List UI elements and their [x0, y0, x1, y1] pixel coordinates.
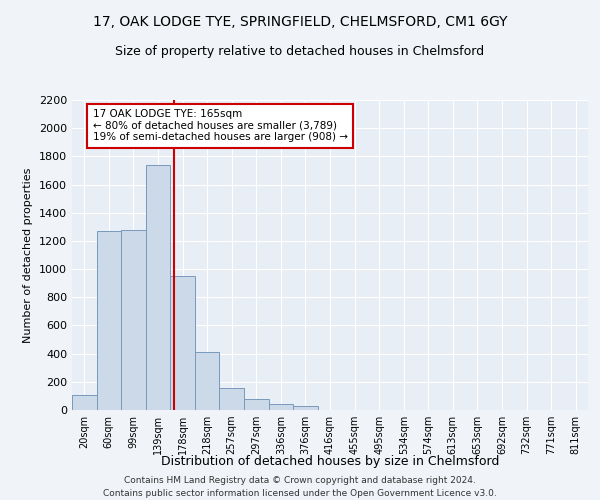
Bar: [293, 406, 318, 410]
Bar: [72, 394, 97, 410]
Bar: [97, 231, 121, 410]
Text: 17 OAK LODGE TYE: 165sqm
← 80% of detached houses are smaller (3,789)
19% of sem: 17 OAK LODGE TYE: 165sqm ← 80% of detach…: [92, 110, 347, 142]
Bar: [244, 400, 269, 410]
Text: Size of property relative to detached houses in Chelmsford: Size of property relative to detached ho…: [115, 45, 485, 58]
Text: Distribution of detached houses by size in Chelmsford: Distribution of detached houses by size …: [161, 455, 499, 468]
Text: Contains HM Land Registry data © Crown copyright and database right 2024.
Contai: Contains HM Land Registry data © Crown c…: [103, 476, 497, 498]
Bar: [146, 165, 170, 410]
Bar: [195, 352, 220, 410]
Bar: [269, 404, 293, 410]
Y-axis label: Number of detached properties: Number of detached properties: [23, 168, 34, 342]
Bar: [170, 276, 195, 410]
Text: 17, OAK LODGE TYE, SPRINGFIELD, CHELMSFORD, CM1 6GY: 17, OAK LODGE TYE, SPRINGFIELD, CHELMSFO…: [93, 15, 507, 29]
Bar: [121, 230, 146, 410]
Bar: [220, 388, 244, 410]
